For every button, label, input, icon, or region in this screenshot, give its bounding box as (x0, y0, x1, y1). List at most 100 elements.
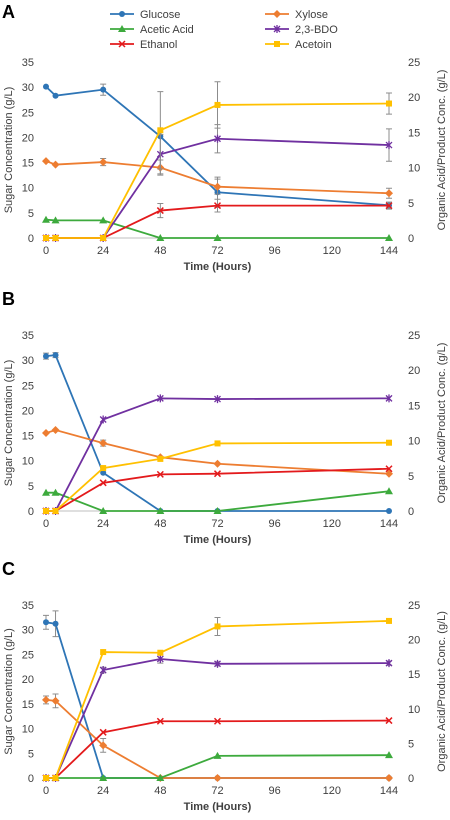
data-point-glucose (100, 469, 107, 476)
y-right-tick-label: 20 (408, 365, 420, 377)
series-acetic-acid (42, 487, 393, 514)
y-left-tick-label: 35 (22, 57, 34, 69)
data-point-xylose (51, 160, 60, 169)
data-point-acetoin (214, 101, 221, 108)
x-tick-label: 96 (269, 518, 281, 530)
data-point-2-3-bdo (214, 659, 221, 668)
chart-panel-c: C 0 24 48 72 96 120 144 0 5 10 15 20 25 30 35 0 5 10 15 20 25… (2, 559, 448, 813)
data-point-acetoin (43, 508, 49, 514)
y-left-tick-label: 0 (28, 233, 34, 245)
y-left-tick-label: 10 (22, 724, 34, 736)
x-tick-label: 48 (154, 518, 166, 530)
x-tick-label: 24 (97, 518, 109, 530)
data-point-acetoin (157, 649, 164, 656)
chart-panel-a: A 0 24 48 72 96 120 144 0 5 10 15 20 25 30 35 0 5 10 15 20 25… (2, 2, 448, 273)
y-left-axis-title: Sugar Concentration (g/L) (3, 628, 15, 755)
x-tick-label: 24 (97, 785, 109, 797)
data-point-xylose (42, 157, 50, 166)
data-point-acetoin (43, 775, 49, 781)
data-point-xylose (99, 741, 108, 750)
data-point-acetic-acid (99, 774, 108, 781)
data-point-acetic-acid (51, 488, 60, 496)
data-point-acetic-acid (99, 507, 108, 514)
data-point-xylose (385, 189, 393, 198)
series-acetoin (43, 81, 392, 241)
x-axis-title: Time (Hours) (184, 534, 252, 546)
legend-label-ethanol: Ethanol (140, 39, 177, 51)
y-right-tick-label: 20 (408, 92, 420, 104)
data-point-acetoin (100, 235, 107, 241)
x-tick-label: 144 (380, 785, 398, 797)
x-tick-label: 48 (154, 785, 166, 797)
data-point-acetic-acid (385, 751, 393, 759)
y-right-tick-label: 15 (408, 127, 420, 139)
data-point-ethanol (99, 479, 107, 487)
series-xylose (42, 693, 393, 782)
data-point-ethanol (385, 717, 393, 725)
data-point-xylose (213, 459, 222, 468)
x-tick-label: 24 (97, 245, 109, 257)
data-point-ethanol (385, 202, 393, 210)
x-axis-title: Time (Hours) (184, 801, 252, 813)
data-point-acetoin (43, 235, 49, 241)
data-point-2-3-bdo (156, 394, 164, 403)
legend-marker-acetoin (274, 41, 280, 47)
data-point-ethanol (156, 717, 164, 725)
data-point-acetic-acid (42, 215, 50, 223)
data-point-xylose (99, 158, 108, 167)
y-left-tick-label: 20 (22, 405, 34, 417)
x-tick-label: 120 (323, 518, 341, 530)
data-point-glucose (52, 92, 59, 99)
y-right-tick-label: 5 (408, 198, 414, 210)
data-point-ethanol (156, 207, 164, 215)
data-point-xylose (99, 439, 108, 448)
y-right-tick-label: 25 (408, 600, 420, 612)
legend-label-acetic-acid: Acetic Acid (140, 24, 194, 36)
panel-label: B (2, 289, 15, 309)
data-point-glucose (100, 86, 107, 93)
data-point-xylose (42, 695, 50, 704)
data-point-ethanol (99, 728, 107, 736)
y-right-tick-label: 0 (408, 233, 414, 245)
data-point-ethanol (385, 465, 393, 473)
data-point-acetic-acid (213, 751, 222, 759)
data-point-xylose (385, 774, 393, 782)
series-ethanol (42, 717, 393, 782)
y-left-tick-label: 25 (22, 649, 34, 661)
data-point-glucose (43, 83, 49, 90)
x-tick-label: 144 (380, 518, 398, 530)
data-point-acetoin (214, 623, 221, 630)
y-left-tick-label: 30 (22, 82, 34, 94)
data-point-acetic-acid (385, 234, 393, 241)
y-right-tick-label: 15 (408, 400, 420, 412)
legend-marker-ethanol (118, 40, 126, 48)
data-point-acetic-acid (42, 488, 50, 496)
series-line-acetoin (46, 441, 390, 512)
x-tick-label: 96 (269, 245, 281, 257)
y-right-tick-label: 25 (408, 330, 420, 342)
data-point-acetic-acid (385, 487, 393, 495)
data-point-acetic-acid (213, 507, 222, 514)
data-point-acetic-acid (51, 216, 60, 224)
y-left-tick-label: 10 (22, 456, 34, 468)
y-right-tick-label: 10 (408, 163, 420, 175)
x-tick-label: 120 (323, 785, 341, 797)
y-left-tick-label: 20 (22, 132, 34, 144)
y-left-tick-label: 15 (22, 699, 34, 711)
x-tick-label: 48 (154, 245, 166, 257)
y-right-tick-label: 25 (408, 57, 420, 69)
panel-label: C (2, 559, 15, 579)
data-point-acetoin (52, 235, 59, 241)
series-acetic-acid (42, 215, 393, 241)
data-point-xylose (213, 182, 222, 191)
legend-label-xylose: Xylose (295, 9, 328, 21)
series-line-glucose (45, 354, 389, 512)
y-right-axis-title: Organic Acid/Product Conc. (g/L) (436, 611, 448, 772)
data-point-xylose (213, 774, 222, 782)
y-left-tick-label: 20 (22, 674, 34, 686)
y-left-axis-title: Sugar Concentration (g/L) (3, 87, 15, 214)
data-point-acetoin (386, 617, 392, 624)
x-tick-label: 120 (323, 245, 341, 257)
data-point-acetoin (157, 127, 164, 134)
x-axis-title: Time (Hours) (184, 261, 252, 273)
